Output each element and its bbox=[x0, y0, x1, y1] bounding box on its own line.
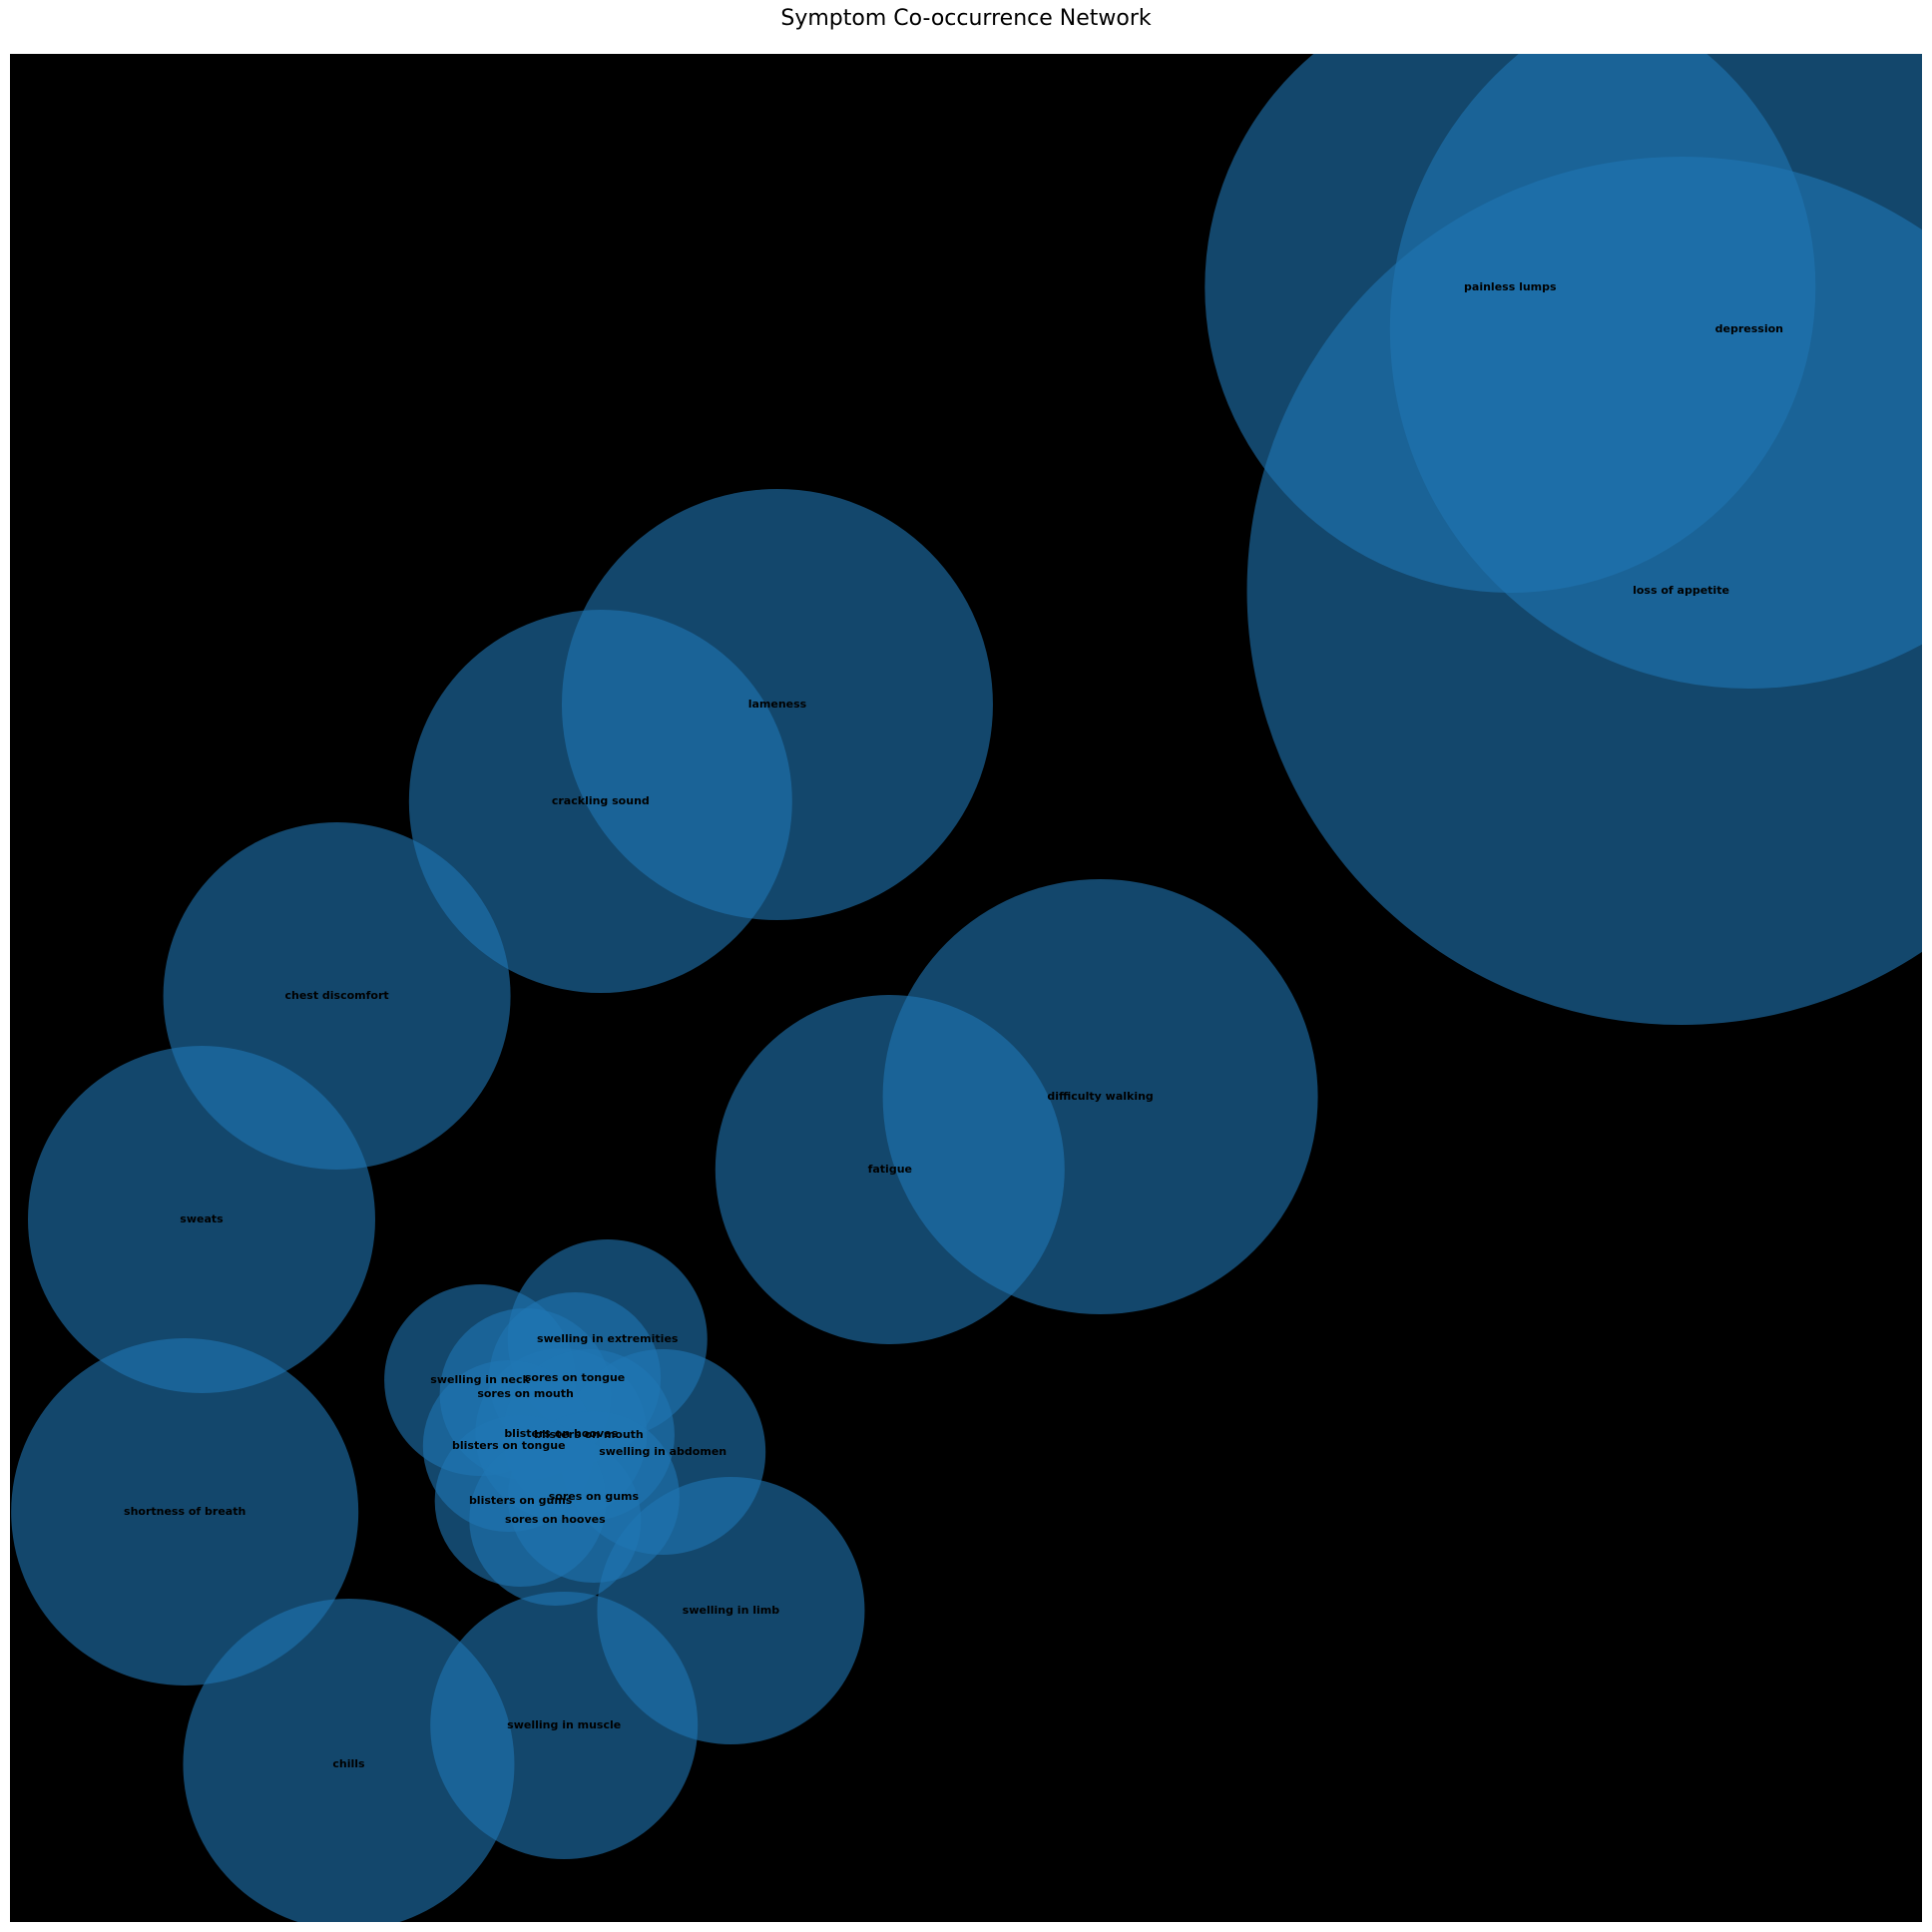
node-label-13: blisters on hooves bbox=[504, 1427, 618, 1440]
node-label-8: sweats bbox=[180, 1212, 224, 1225]
node-marker-8 bbox=[27, 1046, 375, 1393]
node-label-20: sores on hooves bbox=[505, 1513, 606, 1526]
node-label-11: sores on tongue bbox=[525, 1371, 625, 1384]
node-marker-23 bbox=[183, 1599, 515, 1922]
node-label-9: swelling in extremities bbox=[537, 1332, 679, 1345]
node-marker-7 bbox=[715, 995, 1065, 1344]
node-label-4: crackling sound bbox=[552, 794, 650, 807]
node-label-18: sores on gums bbox=[549, 1490, 640, 1503]
node-label-10: swelling in neck bbox=[430, 1373, 530, 1386]
node-label-22: swelling in muscle bbox=[507, 1718, 621, 1731]
node-label-23: chills bbox=[332, 1757, 365, 1770]
node-label-3: lameness bbox=[748, 698, 807, 711]
node-label-0: painless lumps bbox=[1464, 280, 1557, 293]
node-marker-20 bbox=[469, 1434, 642, 1606]
node-label-2: loss of appetite bbox=[1633, 584, 1729, 597]
node-label-7: fatigue bbox=[868, 1163, 912, 1176]
node-marker-4 bbox=[408, 610, 792, 993]
scatter-plot-area: painless lumps depression loss of appetite… bbox=[10, 54, 1922, 1922]
node-label-14: blisters on mouth bbox=[534, 1428, 644, 1441]
chart-title: Symptom Co-occurrence Network bbox=[780, 6, 1152, 31]
node-label-17: shortness of breath bbox=[124, 1505, 245, 1518]
node-marker-2 bbox=[1246, 157, 1922, 1025]
node-label-21: swelling in limb bbox=[683, 1604, 779, 1617]
node-label-5: chest discomfort bbox=[284, 989, 388, 1002]
node-label-6: difficulty walking bbox=[1047, 1090, 1153, 1103]
node-label-15: swelling in abdomen bbox=[599, 1445, 726, 1458]
node-label-19: blisters on gums bbox=[469, 1494, 573, 1507]
node-label-16: blisters on tongue bbox=[452, 1439, 566, 1452]
node-marker-17 bbox=[11, 1338, 359, 1686]
node-label-12: sores on mouth bbox=[477, 1387, 574, 1400]
node-label-1: depression bbox=[1715, 322, 1783, 335]
